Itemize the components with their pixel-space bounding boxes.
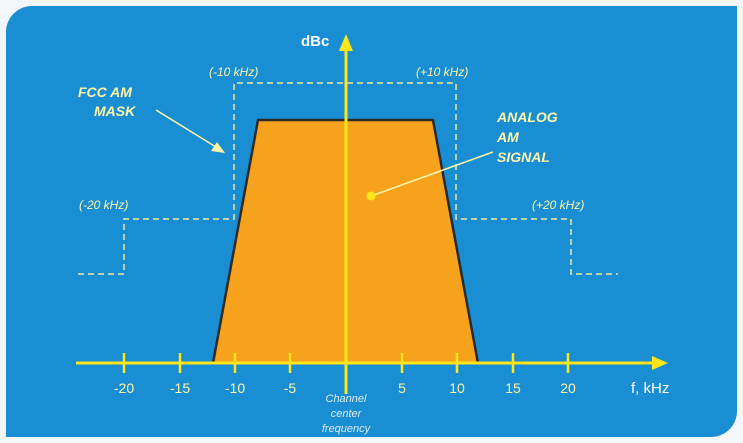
mask-outer-left-label: (-20 kHz) [79, 198, 128, 212]
x-axis-arrow-icon [652, 356, 668, 370]
am-mask-diagram: -20 -15 -10 -5 5 10 15 20 dBc f, kHz Cha… [76, 33, 669, 435]
x-axis-tick-labels: -20 -15 -10 -5 5 10 15 20 [114, 380, 576, 396]
fcc-am-mask-label-line2: MASK [94, 103, 136, 119]
analog-am-signal-label-line3: SIGNAL [497, 149, 550, 165]
tick-label: 10 [449, 380, 465, 396]
fcc-am-mask-outline [78, 82, 618, 275]
tick-label: 5 [398, 380, 406, 396]
fcc-am-mask-label-line1: FCC AM [78, 84, 132, 100]
y-axis-arrow-icon [339, 34, 353, 51]
mask-inner-right-label: (+10 kHz) [416, 65, 468, 79]
channel-center-label-line2: center [331, 408, 363, 420]
channel-center-label-line1: Channel [326, 393, 368, 405]
mask-outer-right-label: (+20 kHz) [532, 198, 584, 212]
analog-am-signal-label-line2: AM [496, 129, 519, 145]
signal-pointer-line [373, 151, 494, 196]
signal-pointer-dot-icon [366, 191, 376, 201]
tick-label: 20 [560, 380, 576, 396]
mask-inner-left-label: (-10 kHz) [209, 65, 258, 79]
fcc-mask-pointer-arrow-icon [211, 142, 225, 153]
y-axis-label: dBc [301, 33, 329, 50]
channel-center-label-line3: frequency [322, 423, 372, 435]
tick-label: -15 [170, 380, 190, 396]
tick-label: 15 [505, 380, 521, 396]
analog-am-signal-label-line1: ANALOG [496, 109, 558, 125]
x-axis-label: f, kHz [631, 380, 669, 397]
x-axis-ticks [122, 353, 570, 373]
diagram-panel: -20 -15 -10 -5 5 10 15 20 dBc f, kHz Cha… [6, 6, 737, 437]
fcc-mask-pointer-line [155, 109, 217, 148]
tick-label: -20 [114, 380, 134, 396]
tick-label: -10 [225, 380, 245, 396]
tick-label: -5 [284, 380, 297, 396]
